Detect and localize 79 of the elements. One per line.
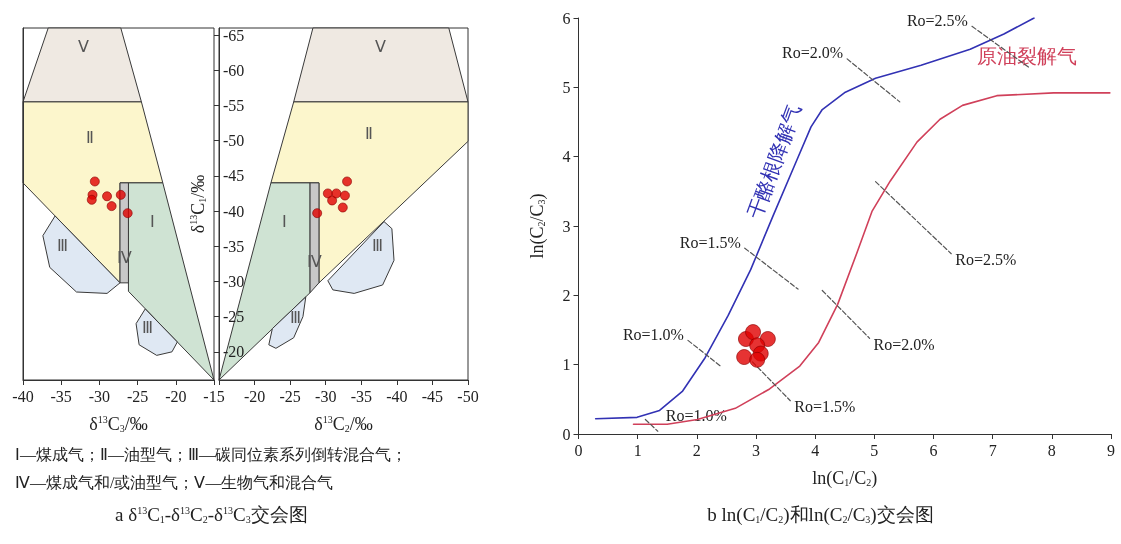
y-tick-label: -30	[223, 272, 245, 290]
x-tick-label: -40	[386, 387, 408, 405]
x-tick-label: 7	[988, 441, 997, 459]
x-tick-label: -50	[457, 387, 479, 405]
series-label: Ⅴ	[375, 37, 387, 55]
y-tick-label: 6	[562, 9, 571, 27]
annotation: Ro=2.5%	[955, 251, 1017, 269]
y-tick-label: 5	[562, 78, 571, 96]
series-label: Ⅰ	[149, 212, 155, 230]
x-tick-label: -20	[165, 387, 187, 405]
point	[89, 176, 100, 187]
y-tick-label: -35	[223, 237, 245, 255]
y-tick-label: 3	[562, 217, 571, 235]
x-tick-label: 1	[633, 441, 642, 459]
y-tick-label: -40	[223, 202, 245, 220]
annotation: Ro=2.0%	[782, 44, 844, 62]
text: Ⅳ—煤成气和/或油型气；Ⅴ—生物气和混合气	[15, 473, 334, 491]
x-tick-label: 4	[811, 441, 820, 459]
x-tick-label: 8	[1047, 441, 1056, 459]
y-tick-label: 0	[562, 425, 571, 443]
x-tick-label: -40	[12, 387, 34, 405]
y-tick-label: -45	[223, 167, 245, 185]
series-label: Ⅲ	[371, 236, 383, 254]
y-tick-label: 1	[562, 356, 571, 374]
y-axis-title: δ13C1/‰	[187, 174, 208, 234]
x-tick-label: -30	[88, 387, 111, 405]
point	[122, 208, 133, 219]
point	[342, 176, 352, 187]
point	[337, 202, 348, 213]
x-tick-label: -25	[126, 387, 149, 405]
series-label: Ⅱ	[364, 125, 373, 143]
annotation: Ro=2.0%	[873, 335, 935, 353]
x-tick-label: 6	[929, 441, 938, 459]
series-label: Ⅲ	[56, 236, 68, 254]
point	[327, 195, 338, 206]
y-tick-label: -20	[223, 343, 245, 361]
text: 干酪根降解气	[743, 101, 806, 222]
annotation: Ro=1.0%	[622, 325, 684, 343]
x-tick-label: -45	[421, 387, 444, 405]
x-tick-label: 5	[870, 441, 879, 459]
x-tick-label: -20	[243, 387, 266, 405]
y-tick-label: 4	[562, 148, 571, 166]
point	[102, 191, 112, 202]
x-tick-label: -15	[203, 387, 225, 405]
annotation: Ro=2.5%	[906, 11, 968, 29]
point	[106, 201, 117, 212]
x-tick-label: 0	[574, 441, 583, 459]
text: b ln(C1/C2)和ln(C2/C3)交会图	[707, 504, 934, 525]
y-tick-label: -60	[223, 61, 245, 79]
annotation: Ro=1.5%	[679, 233, 741, 251]
point	[312, 208, 323, 219]
x-tick-label: -35	[350, 387, 372, 405]
point	[331, 188, 342, 199]
y-tick-label: -55	[223, 96, 245, 114]
annotation: Ro=1.5%	[794, 398, 856, 416]
text: Ⅰ—煤成气；Ⅱ—油型气；Ⅲ—碳同位素系列倒转混合气；	[15, 445, 407, 463]
y-axis-title: ln(C2/C3)	[527, 193, 548, 259]
x-tick-label: -25	[279, 387, 301, 405]
x-tick-label: 3	[752, 441, 760, 459]
x-tick-label: 9	[1107, 441, 1115, 459]
series-label: Ⅲ	[142, 318, 154, 336]
y-tick-label: -65	[223, 26, 245, 44]
y-tick-label: -50	[223, 132, 245, 150]
x-tick-label: 2	[692, 441, 701, 459]
x-tick-label: -35	[50, 387, 72, 405]
series-label: Ⅴ	[78, 37, 90, 55]
point	[745, 324, 761, 340]
x-tick-label: -30	[315, 387, 337, 405]
y-tick-label: 2	[562, 286, 571, 304]
series-label: 原油裂解气	[976, 44, 1077, 67]
point	[749, 351, 766, 368]
point	[340, 190, 350, 201]
x-axis-title: ln(C1/C2)	[812, 467, 878, 489]
series-label: Ⅲ	[289, 309, 301, 327]
point	[115, 189, 126, 200]
series-label: Ⅰ	[281, 212, 287, 230]
y-tick-label: -25	[223, 308, 245, 326]
point	[86, 194, 97, 205]
series-label: Ⅱ	[86, 128, 95, 146]
